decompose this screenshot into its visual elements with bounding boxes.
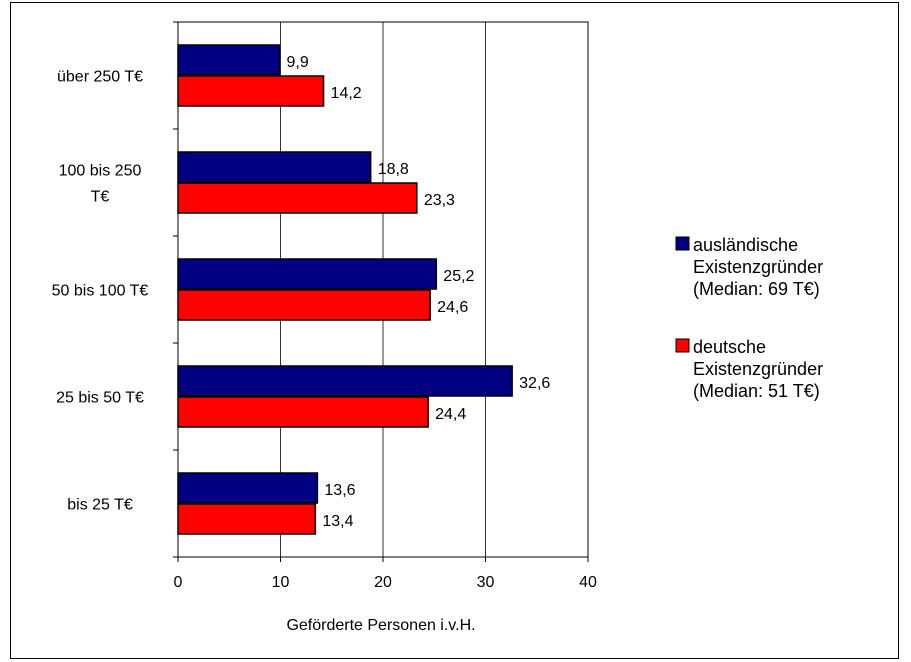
category-label: 100 bis 250 bbox=[59, 163, 142, 180]
bar bbox=[177, 258, 438, 290]
data-label: 24,6 bbox=[437, 299, 468, 316]
data-label: 9,9 bbox=[286, 54, 308, 71]
x-tick-label: 20 bbox=[374, 574, 392, 591]
bar bbox=[177, 44, 281, 76]
x-axis-title: Geförderte Personen i.v.H. bbox=[286, 617, 475, 634]
legend-swatch bbox=[675, 236, 690, 251]
data-label: 32,6 bbox=[519, 375, 550, 392]
category-label: 50 bis 100 T€ bbox=[52, 283, 149, 300]
legend-label: (Median: 69 T€) bbox=[693, 279, 820, 299]
x-tick-label: 40 bbox=[579, 574, 597, 591]
bar bbox=[177, 396, 429, 428]
chart-frame bbox=[10, 2, 899, 659]
data-label: 13,6 bbox=[324, 482, 355, 499]
bar bbox=[177, 151, 372, 183]
bar bbox=[177, 365, 513, 397]
category-label: über 250 T€ bbox=[57, 69, 143, 86]
legend-label: Existenzgründer bbox=[693, 359, 823, 379]
bar bbox=[177, 182, 418, 214]
legend-label: (Median: 51 T€) bbox=[693, 381, 820, 401]
legend-label: Existenzgründer bbox=[693, 257, 823, 277]
x-tick-label: 10 bbox=[272, 574, 290, 591]
category-label: T€ bbox=[91, 189, 110, 206]
data-label: 25,2 bbox=[443, 268, 474, 285]
data-label: 14,2 bbox=[331, 85, 362, 102]
category-label: 25 bis 50 T€ bbox=[56, 390, 144, 407]
data-label: 23,3 bbox=[424, 192, 455, 209]
data-label: 18,8 bbox=[378, 161, 409, 178]
bar bbox=[177, 472, 319, 504]
bar bbox=[177, 289, 431, 321]
legend-label: deutsche bbox=[693, 337, 766, 357]
data-label: 24,4 bbox=[435, 406, 466, 423]
legend-label: ausländische bbox=[693, 235, 798, 255]
x-tick-label: 0 bbox=[174, 574, 183, 591]
x-tick-label: 30 bbox=[477, 574, 495, 591]
bar bbox=[177, 75, 325, 107]
legend-swatch bbox=[675, 338, 690, 353]
category-label: bis 25 T€ bbox=[67, 497, 133, 514]
data-label: 13,4 bbox=[322, 513, 353, 530]
bar bbox=[177, 503, 317, 535]
